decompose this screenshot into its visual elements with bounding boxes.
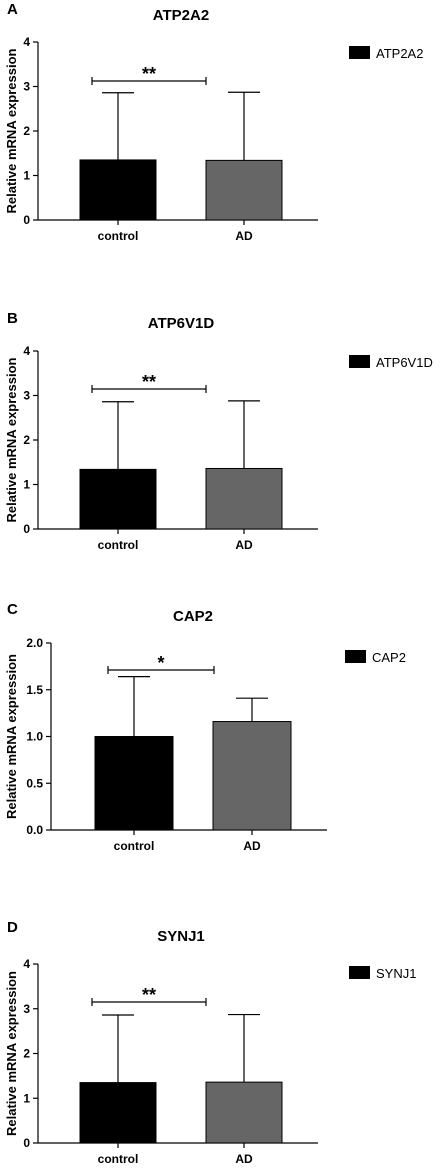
chart-b-y-tick-label: 1: [23, 478, 30, 492]
chart-d-bar-control: [79, 1082, 157, 1144]
chart-d-y-tick-label: 0: [23, 1136, 30, 1150]
chart-c-y-tick-label: 2.0: [26, 636, 43, 650]
chart-d-y-tick-label: 4: [23, 957, 30, 971]
chart-a-legend-label: ATP2A2: [376, 46, 423, 61]
chart-b-significance-label: **: [142, 372, 156, 392]
chart-a-bar-ad: [205, 159, 283, 221]
chart-a-y-tick-label: 3: [23, 80, 30, 94]
chart-a-panel-letter: A: [7, 1, 18, 18]
chart-d-x-tick-label: AD: [235, 1152, 253, 1166]
chart-a-y-tick-label: 2: [23, 124, 30, 138]
chart-c-significance-label: *: [157, 653, 164, 673]
chart-a-x-tick-label: AD: [235, 229, 253, 243]
chart-d-y-tick-label: 3: [23, 1002, 30, 1016]
chart-b-bar-ad: [205, 467, 283, 530]
chart-c-y-tick-label: 1.0: [26, 730, 43, 744]
chart-a-legend-swatch: [349, 46, 370, 59]
chart-c-bar-ad: [212, 721, 292, 831]
chart-d-legend-swatch: [349, 966, 370, 979]
chart-d-significance-label: **: [142, 985, 156, 1005]
chart-a-x-tick-label: control: [98, 229, 139, 243]
chart-b-y-tick-label: 4: [23, 344, 30, 358]
chart-b-x-tick-label: control: [98, 538, 139, 552]
chart-d-title: SYNJ1: [157, 928, 205, 945]
chart-d-panel-letter: D: [7, 919, 18, 936]
chart-c-x-tick-label: AD: [243, 839, 261, 853]
chart-b-legend-swatch: [349, 355, 370, 368]
chart-b-legend-label: ATP6V1D: [376, 355, 433, 370]
chart-b-y-tick-label: 0: [23, 522, 30, 536]
chart-d-x-tick-label: control: [98, 1152, 139, 1166]
chart-a-title: ATP2A2: [153, 7, 209, 24]
chart-b-title: ATP6V1D: [148, 315, 215, 332]
chart-a-y-tick-label: 0: [23, 213, 30, 227]
chart-c-legend-swatch: [345, 650, 366, 663]
chart-c-y-tick-label: 0.0: [26, 823, 43, 837]
chart-c-panel-letter: C: [7, 601, 18, 618]
chart-c-y-tick-label: 1.5: [26, 683, 43, 697]
chart-a-bar-control: [79, 159, 157, 221]
chart-d-y-tick-label: 2: [23, 1047, 30, 1061]
chart-b-bar-control: [79, 468, 157, 530]
chart-b-x-tick-label: AD: [235, 538, 253, 552]
chart-c-y-axis-label: Relative mRNA expression: [4, 654, 19, 819]
chart-d-y-tick-label: 1: [23, 1091, 30, 1105]
chart-c-y-tick-label: 0.5: [26, 776, 43, 790]
chart-c-bar-control: [94, 736, 174, 831]
chart-d-legend-label: SYNJ1: [376, 966, 416, 981]
chart-b-y-tick-label: 3: [23, 389, 30, 403]
chart-a-y-tick-label: 4: [23, 35, 30, 49]
chart-d-bar-ad: [205, 1081, 283, 1144]
chart-b-y-tick-label: 2: [23, 433, 30, 447]
chart-a-significance-label: **: [142, 64, 156, 84]
chart-c-x-tick-label: control: [114, 839, 155, 853]
chart-b-y-axis-label: Relative mRNA expression: [4, 357, 19, 522]
chart-d-y-axis-label: Relative mRNA expression: [4, 971, 19, 1136]
chart-b-panel-letter: B: [7, 310, 18, 327]
chart-c-legend-label: CAP2: [372, 650, 406, 665]
chart-c-title: CAP2: [173, 608, 213, 625]
chart-a-y-tick-label: 1: [23, 169, 30, 183]
chart-a-y-axis-label: Relative mRNA expression: [4, 48, 19, 213]
